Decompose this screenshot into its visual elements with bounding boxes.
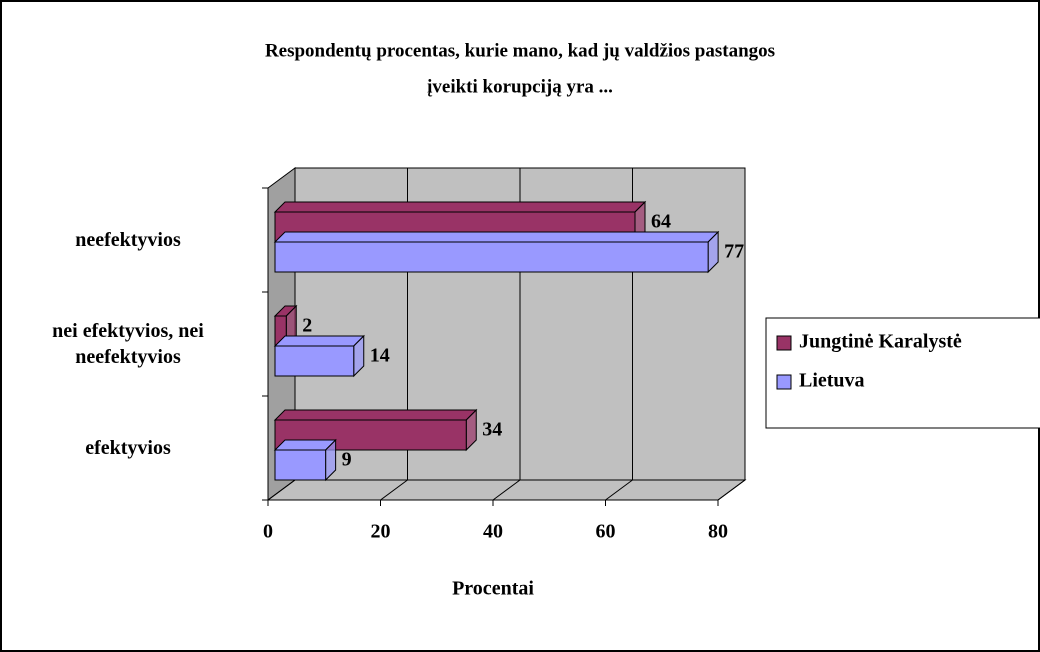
x-tick-label: 40 [483, 521, 503, 543]
bar-top [273, 231, 720, 243]
y-tick-label: efektyvios [85, 437, 171, 459]
data-label: 14 [370, 345, 390, 367]
legend-label: Jungtinė Karalystė [799, 331, 962, 353]
bar [274, 241, 709, 273]
x-tick-label: 20 [371, 521, 391, 543]
legend-swatch [776, 335, 792, 351]
chart-title: Respondentų procentas, kurie mano, kad j… [265, 40, 775, 61]
grid-line [380, 479, 408, 501]
legend-label: Lietuva [799, 370, 865, 392]
bar-top [273, 335, 365, 347]
bar [274, 449, 327, 481]
data-label: 2 [302, 315, 312, 337]
grid-line [492, 479, 521, 501]
legend [765, 317, 1040, 429]
data-label: 64 [651, 211, 671, 233]
data-label: 77 [724, 241, 744, 263]
x-tick-label: 80 [708, 521, 728, 543]
legend-swatch [776, 374, 792, 390]
x-tick-label: 60 [596, 521, 616, 543]
grid-line [605, 479, 633, 501]
bar-top [273, 201, 647, 213]
bar [274, 345, 355, 377]
x-tick-label: 0 [263, 521, 273, 543]
data-label: 9 [342, 449, 352, 471]
chart-title: įveikti korupciją yra ... [427, 76, 613, 97]
grid-line [717, 479, 746, 501]
data-label: 34 [482, 419, 502, 441]
grid-line [267, 479, 296, 501]
y-tick-label: neefektyvios [75, 229, 181, 251]
x-axis-label: Procentai [452, 578, 534, 600]
bar-top [273, 409, 478, 421]
y-tick-label: nei efektyvios, nei neefektyvios [52, 320, 204, 368]
